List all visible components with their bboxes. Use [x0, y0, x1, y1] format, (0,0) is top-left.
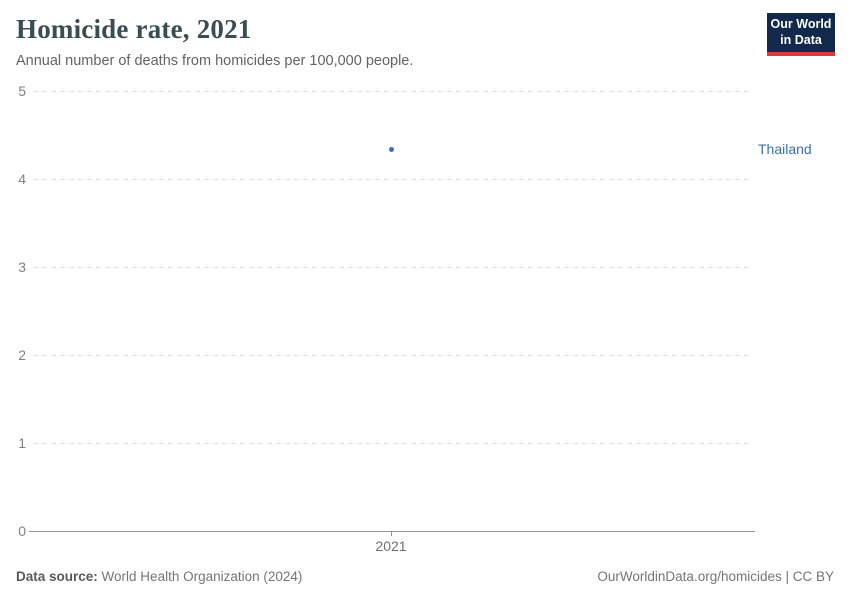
- y-tick-label-2: 2: [18, 347, 26, 363]
- gridline-y-1: [33, 443, 753, 444]
- y-tick-label-0: 0: [18, 523, 26, 539]
- page-title: Homicide rate, 2021: [16, 14, 252, 44]
- x-tick-label: 2021: [375, 538, 407, 554]
- entity-label-thailand[interactable]: Thailand: [758, 141, 812, 158]
- owid-logo[interactable]: Our World in Data: [767, 13, 835, 56]
- owid-logo-line1: Our World: [770, 16, 832, 31]
- y-tick-label-3: 3: [18, 259, 26, 275]
- gridline-y-5: [33, 91, 753, 92]
- x-axis-line: [29, 531, 755, 532]
- data-point-thailand[interactable]: [388, 146, 394, 152]
- gridline-y-2: [33, 355, 753, 356]
- y-tick-label-5: 5: [18, 83, 26, 99]
- owid-logo-line2: in Data: [780, 32, 822, 47]
- page-subtitle: Annual number of deaths from homicides p…: [16, 53, 414, 69]
- x-axis-tick: [391, 531, 392, 536]
- credit-link[interactable]: OurWorldinData.org/homicides | CC BY: [597, 569, 834, 584]
- data-source-label: Data source:: [16, 569, 98, 584]
- y-tick-label-1: 1: [18, 435, 26, 451]
- gridline-y-3: [33, 267, 753, 268]
- data-source-value: World Health Organization (2024): [101, 569, 303, 584]
- gridline-y-4: [33, 179, 753, 180]
- data-source-note: Data source: World Health Organization (…: [16, 569, 302, 584]
- y-tick-label-4: 4: [18, 171, 26, 187]
